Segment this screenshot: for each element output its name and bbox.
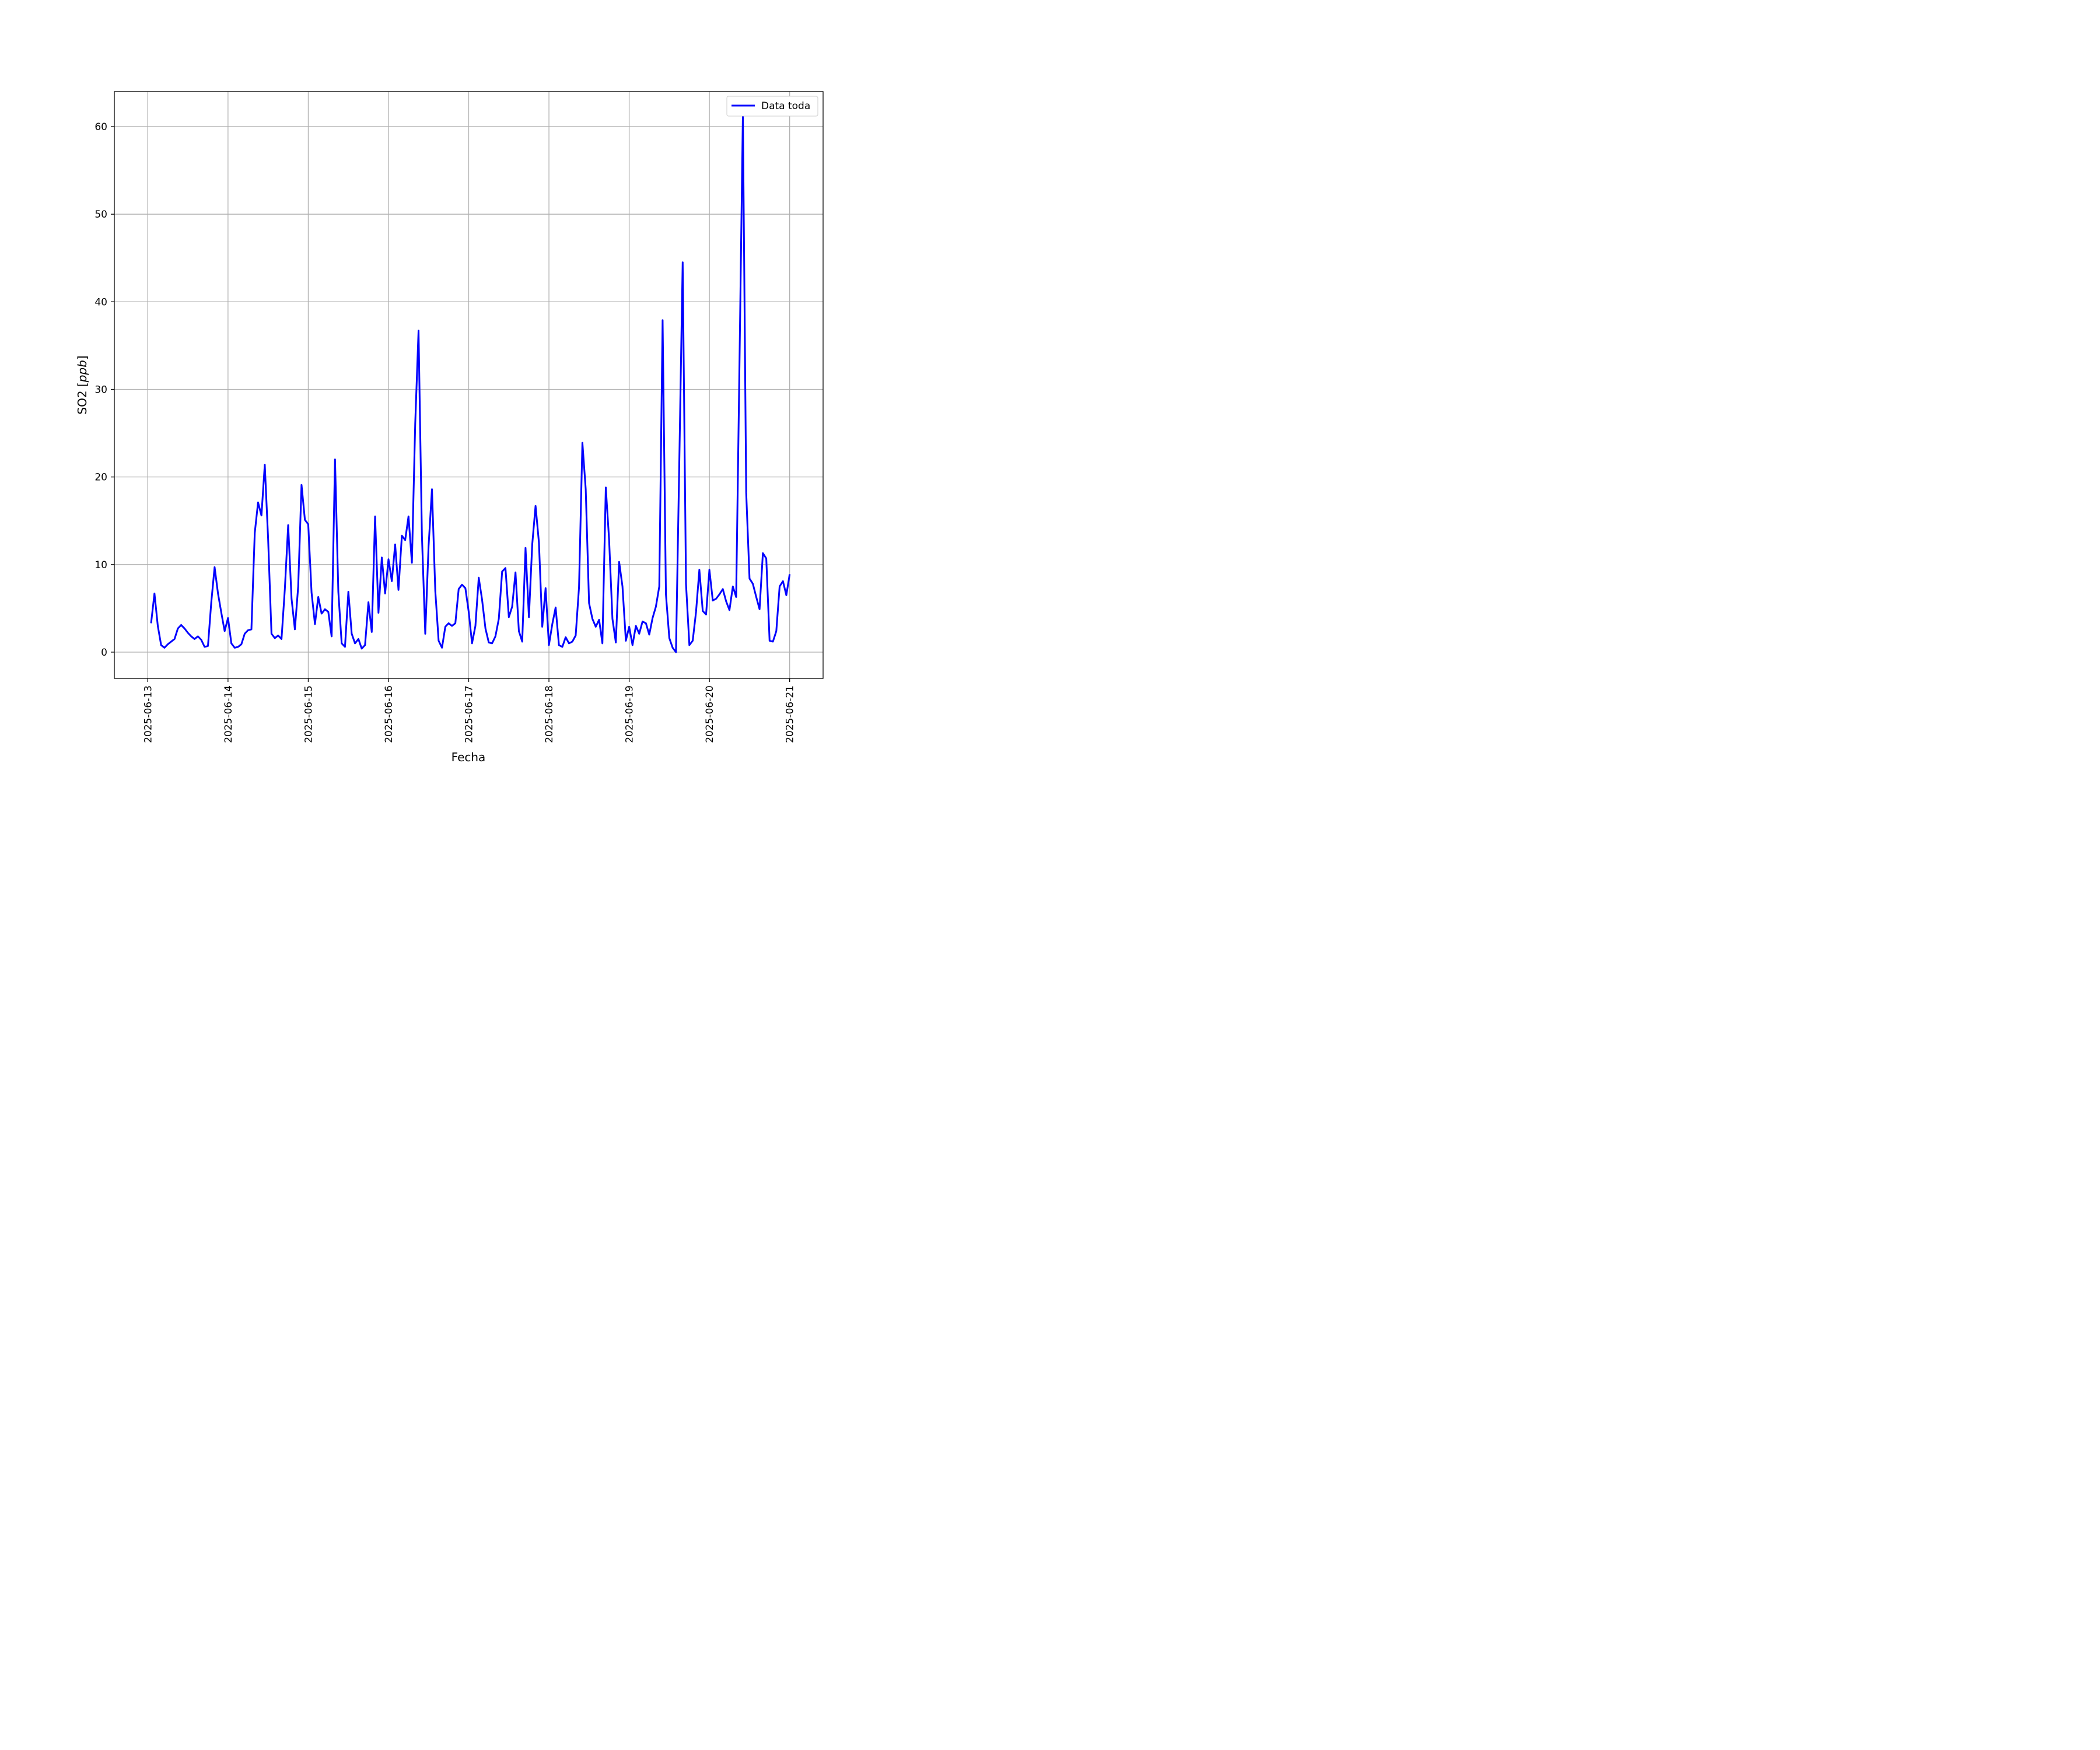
y-axis-label-unit: ppb bbox=[75, 360, 89, 383]
x-axis: 2025-06-13 2025-06-14 2025-06-15 2025-06-16… bbox=[142, 678, 796, 743]
chart: 2025-06-13 2025-06-14 2025-06-15 2025-06-16… bbox=[75, 91, 824, 764]
y-axis-label-main: SO2 [ bbox=[75, 382, 89, 414]
y-tick-label: 10 bbox=[94, 559, 107, 571]
x-tick-label: 2025-06-21 bbox=[785, 685, 796, 743]
x-tick-label: 2025-06-15 bbox=[303, 685, 314, 743]
legend-box bbox=[726, 96, 818, 117]
y-axis-label-close: ] bbox=[75, 355, 89, 360]
y-tick-label: 30 bbox=[94, 384, 107, 396]
x-tick-label: 2025-06-14 bbox=[223, 685, 235, 743]
series-layer bbox=[150, 114, 791, 653]
grid bbox=[114, 92, 823, 678]
x-axis-label: Fecha bbox=[452, 750, 486, 764]
y-tick-label: 40 bbox=[94, 296, 107, 308]
y-axis: 0 10 20 30 40 50 60 bbox=[94, 121, 114, 659]
y-tick-label: 50 bbox=[94, 209, 107, 220]
legend-label: Data toda bbox=[761, 100, 810, 112]
y-tick-label: 60 bbox=[94, 121, 107, 133]
x-tick-label: 2025-06-18 bbox=[544, 685, 555, 743]
y-axis-label: SO2 [ppb] bbox=[75, 355, 89, 414]
x-tick-label: 2025-06-13 bbox=[142, 685, 154, 743]
series-line-data-toda bbox=[150, 114, 791, 653]
x-tick-label: 2025-06-19 bbox=[624, 685, 636, 743]
x-tick-label: 2025-06-16 bbox=[383, 685, 395, 743]
y-tick-label: 20 bbox=[94, 472, 107, 484]
y-tick-label: 0 bbox=[101, 647, 107, 659]
x-tick-label: 2025-06-20 bbox=[704, 685, 716, 743]
x-tick-label: 2025-06-17 bbox=[464, 685, 475, 743]
legend: Data toda bbox=[726, 96, 818, 117]
